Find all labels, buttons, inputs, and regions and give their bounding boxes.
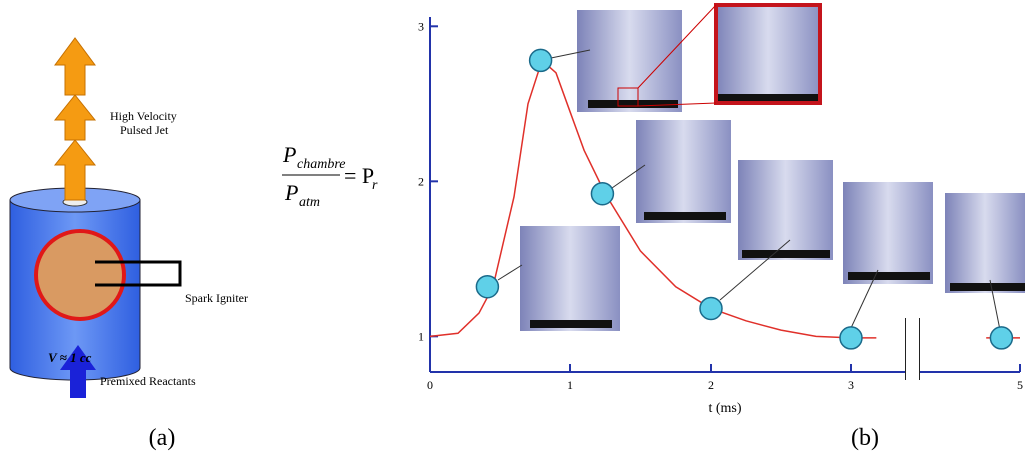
eq-den: P — [284, 180, 298, 205]
inset-line — [637, 102, 717, 107]
reactants-label: Premixed Reactants — [100, 374, 196, 388]
x-tick-label: 2 — [708, 378, 714, 392]
y-tick-label: 1 — [418, 329, 424, 343]
x-tick-label: 1 — [567, 378, 573, 392]
axis-break — [905, 318, 920, 380]
diagram-a: High Velocity Pulsed Jet Spark Igniter V… — [9, 37, 248, 451]
eq-den-sub: atm — [299, 195, 320, 210]
photo — [843, 182, 933, 284]
inset — [714, 3, 822, 105]
eq-num: P — [282, 142, 296, 167]
inset-line — [637, 4, 717, 89]
panel-label: (a) — [149, 425, 176, 451]
eq-rhs-sub: r — [372, 178, 378, 193]
jet-label: Pulsed Jet — [120, 123, 169, 137]
igniter — [95, 260, 182, 287]
photo — [520, 226, 620, 331]
marker — [699, 296, 723, 321]
jet-arrows — [53, 37, 97, 201]
reactant-arrow — [60, 345, 96, 398]
x-tick-label: 0 — [427, 378, 433, 392]
x-axis-label: t (ms) — [708, 401, 741, 416]
panel-label: (b) — [851, 425, 879, 451]
photos — [497, 3, 1025, 331]
marker — [839, 326, 863, 350]
chamber — [34, 229, 126, 321]
photo — [945, 193, 1025, 293]
x-tick-label: 3 — [848, 378, 854, 392]
marker — [475, 274, 500, 299]
photo — [636, 120, 731, 223]
marker — [590, 181, 615, 206]
eq-num-sub: chambre — [297, 157, 345, 172]
x-tick-label: 5 — [1017, 378, 1023, 392]
chart: 1 2 3 0 1 2 3 5 — [418, 17, 1023, 392]
equation: P chambre P atm = P r — [282, 142, 378, 210]
photo — [577, 10, 682, 112]
photo — [738, 160, 833, 260]
y-tick-label: 2 — [418, 174, 424, 188]
connectors — [497, 49, 1001, 331]
volume-label: V ≈ 1 cc — [48, 350, 92, 365]
jet-label: High Velocity — [110, 109, 177, 123]
igniter-label: Spark Igniter — [185, 291, 248, 305]
eq-rhs: = P — [344, 163, 374, 188]
marker — [528, 48, 553, 73]
inset-base — [718, 94, 818, 101]
marker — [989, 326, 1014, 350]
y-tick-label: 3 — [418, 19, 424, 33]
